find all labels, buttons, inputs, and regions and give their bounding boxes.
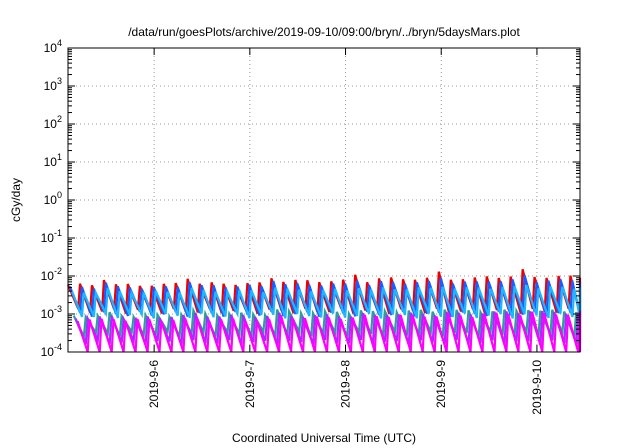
x-tick-label: 2019-9-8 [339, 360, 353, 408]
y-tick-base: 10 [44, 117, 58, 131]
y-tick-exponent: 4 [57, 38, 62, 48]
series-line-5 [76, 311, 582, 353]
y-tick-base: 10 [44, 41, 58, 55]
y-tick-label: 10-1 [41, 228, 62, 245]
y-tick-exponent: 0 [57, 190, 62, 200]
y-tick-label: 102 [44, 114, 62, 131]
y-tick-label: 104 [44, 38, 62, 55]
y-tick-label: 101 [44, 152, 62, 169]
x-axis-label: Coordinated Universal Time (UTC) [232, 431, 416, 445]
y-tick-exponent: -4 [54, 342, 62, 352]
grid [68, 47, 580, 353]
y-tick-exponent: -2 [54, 266, 62, 276]
x-tick-label: 2019-9-6 [147, 360, 161, 408]
y-tick-base: 10 [44, 155, 58, 169]
series-layer [66, 269, 582, 353]
y-tick-label: 10-3 [41, 304, 62, 321]
y-tick-base: 10 [41, 231, 55, 245]
chart-title: /data/run/goesPlots/archive/2019-09-10/0… [128, 25, 520, 39]
y-tick-base: 10 [41, 307, 55, 321]
y-tick-label: 100 [44, 190, 62, 207]
y-tick-label: 10-2 [41, 266, 62, 283]
y-tick-base: 10 [41, 345, 55, 359]
y-tick-label: 10-4 [41, 342, 62, 359]
y-tick-label: 103 [44, 76, 62, 93]
x-tick-label: 2019-9-7 [243, 360, 257, 408]
x-tick-label: 2019-9-9 [434, 360, 448, 408]
y-tick-base: 10 [44, 193, 58, 207]
y-axis-label: cGy/day [9, 178, 23, 222]
y-tick-exponent: -3 [54, 304, 62, 314]
y-tick-exponent: 3 [57, 76, 62, 86]
y-tick-exponent: -1 [54, 228, 62, 238]
series-line-2 [70, 284, 582, 319]
x-axis: 2019-9-6 2019-9-7 2019-9-8 2019-9-9 2019-9-1… [147, 48, 544, 415]
y-tick-exponent: 2 [57, 114, 62, 124]
y-tick-base: 10 [41, 269, 55, 283]
x-tick-label: 2019-9-10 [530, 360, 544, 415]
y-tick-exponent: 1 [57, 152, 62, 162]
y-tick-base: 10 [44, 79, 58, 93]
